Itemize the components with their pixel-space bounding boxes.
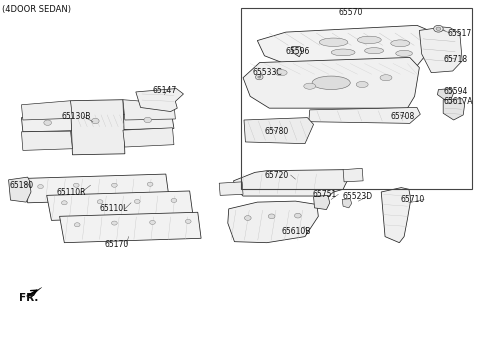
Circle shape — [244, 216, 251, 220]
Circle shape — [44, 120, 51, 125]
Text: 65180: 65180 — [10, 181, 34, 190]
Polygon shape — [136, 89, 183, 112]
Polygon shape — [309, 107, 420, 123]
Ellipse shape — [391, 40, 410, 47]
Polygon shape — [257, 25, 429, 66]
Ellipse shape — [312, 76, 350, 90]
Circle shape — [111, 183, 117, 187]
Text: 65596: 65596 — [286, 47, 310, 56]
Text: 65110L: 65110L — [99, 204, 128, 213]
Text: 65523D: 65523D — [342, 192, 372, 201]
Circle shape — [144, 117, 152, 123]
Text: 65751: 65751 — [312, 190, 336, 199]
Text: (4DOOR SEDAN): (4DOOR SEDAN) — [2, 5, 72, 14]
Text: 65570: 65570 — [338, 8, 362, 17]
Text: 65533C: 65533C — [252, 68, 282, 77]
Polygon shape — [71, 100, 125, 155]
Polygon shape — [342, 199, 352, 208]
Circle shape — [61, 201, 67, 205]
Circle shape — [258, 76, 261, 78]
Polygon shape — [243, 57, 420, 108]
Ellipse shape — [396, 50, 412, 56]
Polygon shape — [437, 89, 454, 101]
Text: 65147: 65147 — [153, 86, 177, 95]
Polygon shape — [22, 113, 174, 132]
Text: 65710: 65710 — [400, 195, 424, 204]
Polygon shape — [123, 100, 175, 120]
Text: 65170: 65170 — [105, 240, 129, 248]
Text: 65110R: 65110R — [56, 188, 86, 197]
Text: 65610B: 65610B — [281, 227, 311, 236]
Text: 65780: 65780 — [264, 127, 289, 136]
Circle shape — [255, 74, 263, 80]
Circle shape — [147, 182, 153, 186]
Circle shape — [295, 213, 301, 218]
Polygon shape — [292, 47, 301, 57]
Polygon shape — [123, 128, 174, 147]
Polygon shape — [22, 101, 72, 120]
Circle shape — [268, 214, 275, 219]
Circle shape — [150, 220, 156, 224]
Ellipse shape — [304, 83, 316, 89]
Polygon shape — [381, 188, 411, 243]
Circle shape — [134, 199, 140, 203]
Ellipse shape — [364, 48, 384, 54]
Circle shape — [433, 25, 443, 32]
Polygon shape — [228, 201, 318, 243]
Polygon shape — [47, 191, 193, 220]
Ellipse shape — [275, 70, 287, 76]
Polygon shape — [9, 177, 31, 202]
Circle shape — [436, 27, 441, 30]
Polygon shape — [343, 168, 363, 182]
Text: FR.: FR. — [19, 293, 38, 303]
Ellipse shape — [331, 49, 355, 56]
Circle shape — [92, 118, 99, 124]
Polygon shape — [244, 118, 313, 144]
Polygon shape — [23, 174, 169, 203]
Polygon shape — [233, 170, 350, 196]
Circle shape — [74, 223, 80, 227]
Ellipse shape — [319, 38, 348, 47]
Circle shape — [37, 185, 43, 189]
Polygon shape — [26, 287, 42, 296]
Text: 65617A: 65617A — [443, 97, 473, 106]
Polygon shape — [443, 99, 465, 120]
Text: 65708: 65708 — [391, 112, 415, 121]
Polygon shape — [219, 182, 243, 195]
Text: 65594: 65594 — [443, 87, 468, 96]
Polygon shape — [22, 131, 72, 150]
Circle shape — [185, 219, 191, 223]
Polygon shape — [313, 195, 330, 210]
Ellipse shape — [380, 75, 392, 81]
Text: 65720: 65720 — [264, 171, 289, 179]
Circle shape — [97, 200, 103, 204]
Ellipse shape — [358, 36, 381, 44]
Text: 65130B: 65130B — [62, 112, 91, 121]
Circle shape — [111, 221, 117, 225]
Circle shape — [171, 198, 177, 202]
Bar — [240, 8, 472, 189]
Text: 65718: 65718 — [443, 55, 468, 64]
Circle shape — [73, 183, 79, 187]
Polygon shape — [60, 212, 201, 243]
Text: 65517: 65517 — [448, 29, 472, 38]
Polygon shape — [420, 27, 462, 73]
Ellipse shape — [356, 81, 368, 88]
